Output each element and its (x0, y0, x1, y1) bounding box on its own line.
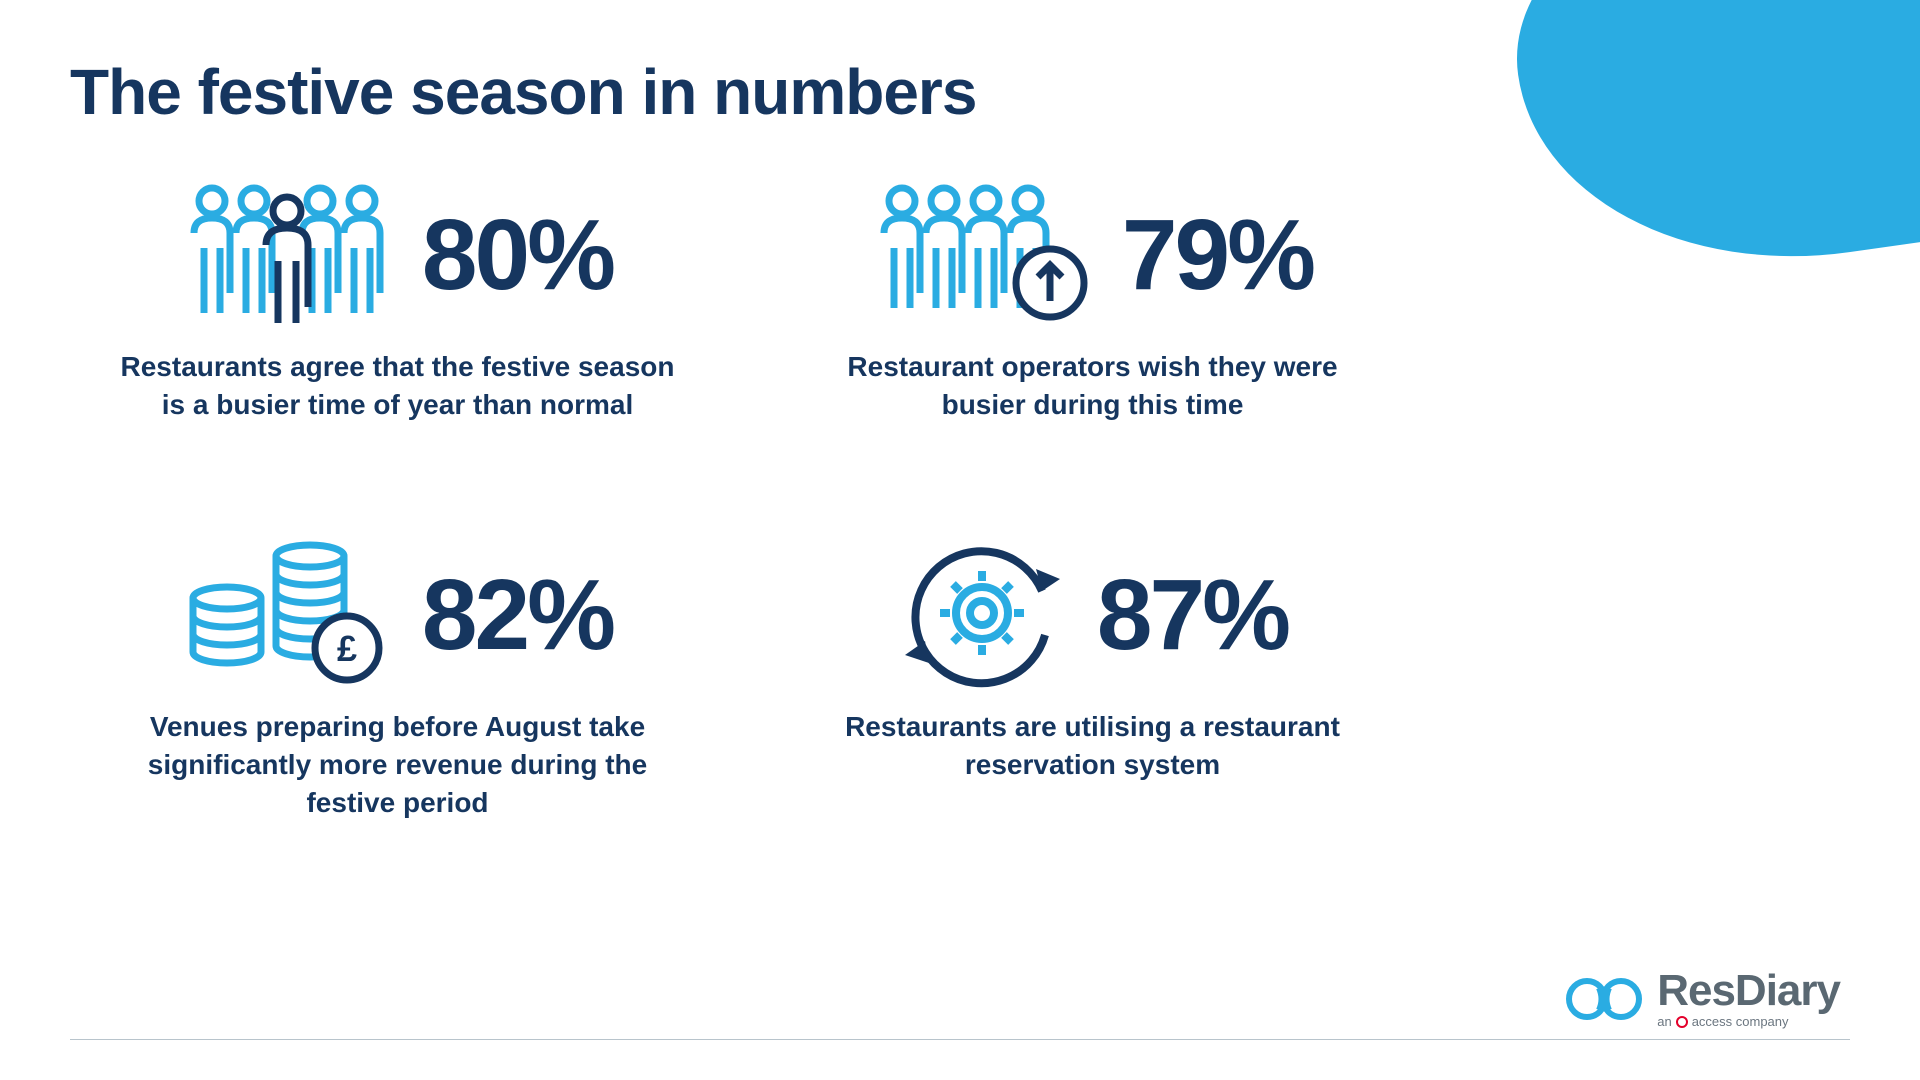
bottom-divider (70, 1039, 1850, 1040)
resdiary-mark-icon (1565, 973, 1643, 1025)
brand-subtitle: an access company (1657, 1015, 1840, 1028)
page-title: The festive season in numbers (70, 55, 976, 129)
stat-card: 87% Restaurants are utilising a restaura… (765, 540, 1420, 830)
access-dot-icon (1676, 1016, 1688, 1028)
svg-text:£: £ (337, 628, 357, 669)
coin-stacks-pound-icon: £ (182, 538, 392, 693)
stat-percent: 82% (422, 558, 613, 673)
corner-decoration (1496, 0, 1920, 294)
stat-description: Restaurants agree that the festive seaso… (118, 348, 678, 424)
stat-description: Venues preparing before August take sign… (118, 708, 678, 821)
brand-logo: ResDiary an access company (1565, 969, 1840, 1028)
gear-cycle-icon (897, 533, 1067, 698)
people-group-uparrow-icon (872, 183, 1092, 328)
stat-card: £ 82% Venues preparing before August tak… (70, 540, 725, 830)
stat-percent: 87% (1097, 558, 1288, 673)
stat-percent: 79% (1122, 198, 1313, 313)
brand-name: ResDiary (1657, 969, 1840, 1013)
stat-description: Restaurants are utilising a restaurant r… (813, 708, 1373, 784)
stat-description: Restaurant operators wish they were busi… (813, 348, 1373, 424)
stats-grid: 80% Restaurants agree that the festive s… (70, 180, 1420, 830)
people-group-highlight-icon (182, 183, 392, 328)
stat-card: 79% Restaurant operators wish they were … (765, 180, 1420, 470)
stat-percent: 80% (422, 198, 613, 313)
stat-card: 80% Restaurants agree that the festive s… (70, 180, 725, 470)
